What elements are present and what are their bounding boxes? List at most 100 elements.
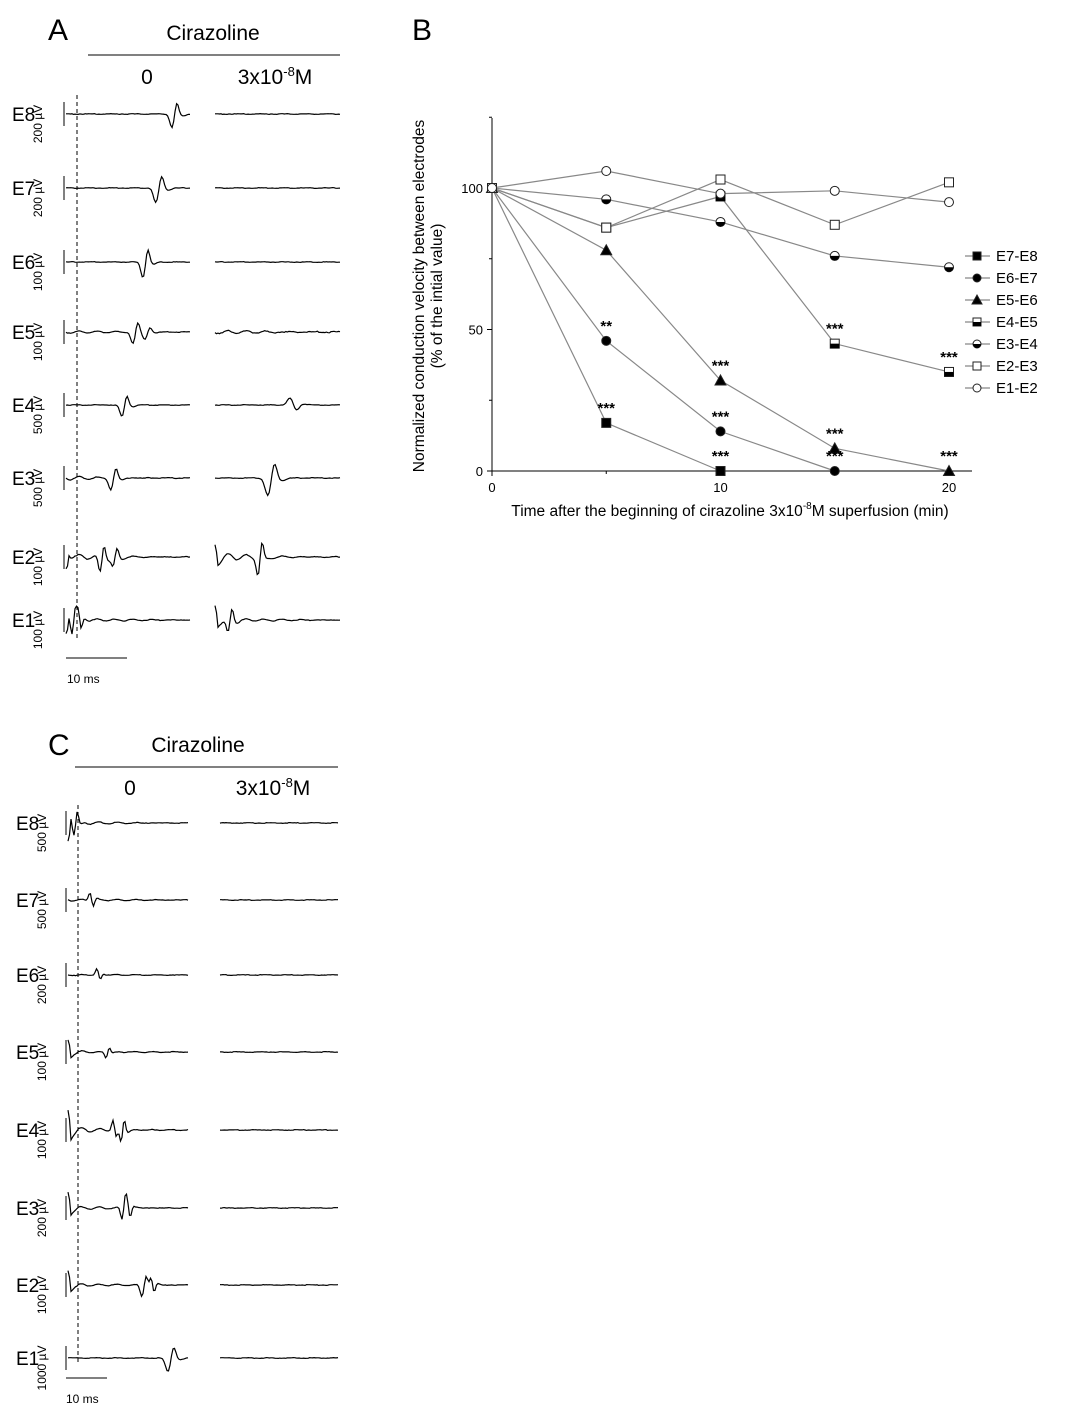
trace-control [65, 605, 191, 635]
electrode-label: E8 [12, 105, 35, 126]
panel-c-col-control: 0 [124, 777, 136, 800]
marker [829, 466, 840, 476]
marker-half [973, 344, 981, 348]
electrode-label: E7 [16, 891, 39, 912]
marker [715, 188, 726, 199]
series-e6-e7 [487, 183, 840, 476]
trace-cirazoline [219, 1050, 339, 1054]
trace-control [65, 321, 191, 345]
electrode-label: E2 [12, 548, 35, 569]
y-axis-label-line1: Normalized conduction velocity between e… [411, 120, 428, 473]
electrode-label: E4 [12, 396, 36, 417]
trace-control [67, 967, 189, 980]
amplitude-scale-label: 100 µV [31, 253, 45, 291]
marker-half [830, 255, 840, 261]
axis-ticks: 0 10 20 0 50 100 [461, 116, 956, 495]
significance-marker: *** [712, 408, 730, 425]
marker [601, 417, 612, 428]
trace-cirazoline [215, 112, 341, 116]
x-tick-label: 0 [488, 480, 495, 495]
electrode-label: E5 [16, 1043, 39, 1064]
marker-half [830, 343, 840, 349]
marker [715, 426, 726, 437]
marker [599, 243, 613, 256]
trace-control [67, 1191, 189, 1220]
electrode-label: E1 [12, 611, 35, 632]
panel-c-letter: C [48, 729, 70, 762]
marker [601, 222, 612, 233]
trace-cirazoline [214, 541, 341, 576]
trace-control [65, 395, 191, 417]
marker [972, 361, 982, 371]
marker-half [716, 196, 725, 201]
x-tick-label: 10 [713, 480, 727, 495]
panel-b-letter: B [412, 14, 432, 47]
electrode-label: E4 [16, 1121, 40, 1142]
amplitude-scale-label: 100 µV [35, 1043, 49, 1081]
significance-marker: *** [597, 400, 615, 417]
amplitude-scale-label: 100 µV [35, 1121, 49, 1159]
marker [972, 273, 982, 283]
significance-marker: *** [940, 448, 958, 465]
marker [944, 197, 954, 208]
significance-marker: *** [826, 448, 844, 465]
electrode-label: E6 [16, 966, 39, 987]
marker [944, 177, 954, 188]
amplitude-scale-label: 100 µV [35, 1276, 49, 1314]
significance-marker: *** [826, 425, 844, 442]
marker [972, 383, 982, 393]
legend-label: E3-E4 [996, 336, 1038, 353]
panel-c-time-scale-label: 10 ms [66, 1392, 99, 1406]
legend-item: E3-E4 [965, 336, 1038, 353]
panel-a-col-control: 0 [141, 66, 153, 89]
panel-a-letter: A [48, 14, 68, 47]
marker [601, 166, 612, 177]
y-tick-label: 100 [461, 181, 483, 196]
marker [601, 335, 612, 346]
x-axis-label: Time after the beginning of cirazoline 3… [511, 501, 948, 520]
amplitude-scale-label: 100 µV [31, 548, 45, 586]
panel-c-drug-label: Cirazoline [151, 734, 244, 757]
marker [487, 183, 497, 193]
trace-control [67, 1270, 189, 1298]
series-e4-e5 [487, 183, 954, 377]
trace-control [65, 248, 190, 278]
amplitude-scale-label: 1000 µV [35, 1346, 49, 1391]
trace-cirazoline [220, 898, 339, 902]
amplitude-scale-label: 500 µV [31, 469, 45, 507]
legend-item: E5-E6 [965, 292, 1038, 309]
marker-half [973, 322, 981, 326]
legend-item: E7-E8 [965, 248, 1038, 265]
amplitude-scale-label: 500 µV [35, 814, 49, 852]
electrode-label: E3 [12, 469, 35, 490]
trace-control [67, 893, 189, 909]
electrode-label: E6 [12, 253, 35, 274]
electrode-label: E1 [16, 1349, 39, 1370]
electrode-label: E7 [12, 179, 35, 200]
amplitude-scale-label: 500 µV [35, 891, 49, 929]
chart-series [485, 166, 956, 476]
trace-cirazoline [214, 260, 340, 264]
legend-label: E5-E6 [996, 292, 1038, 309]
panel-a-time-scale-label: 10 ms [67, 672, 100, 686]
trace-cirazoline [219, 1206, 339, 1210]
marker-half [716, 221, 725, 227]
significance-marker: ** [600, 318, 612, 335]
trace-control [67, 1347, 189, 1372]
trace-cirazoline [219, 821, 339, 825]
marker [828, 441, 842, 454]
